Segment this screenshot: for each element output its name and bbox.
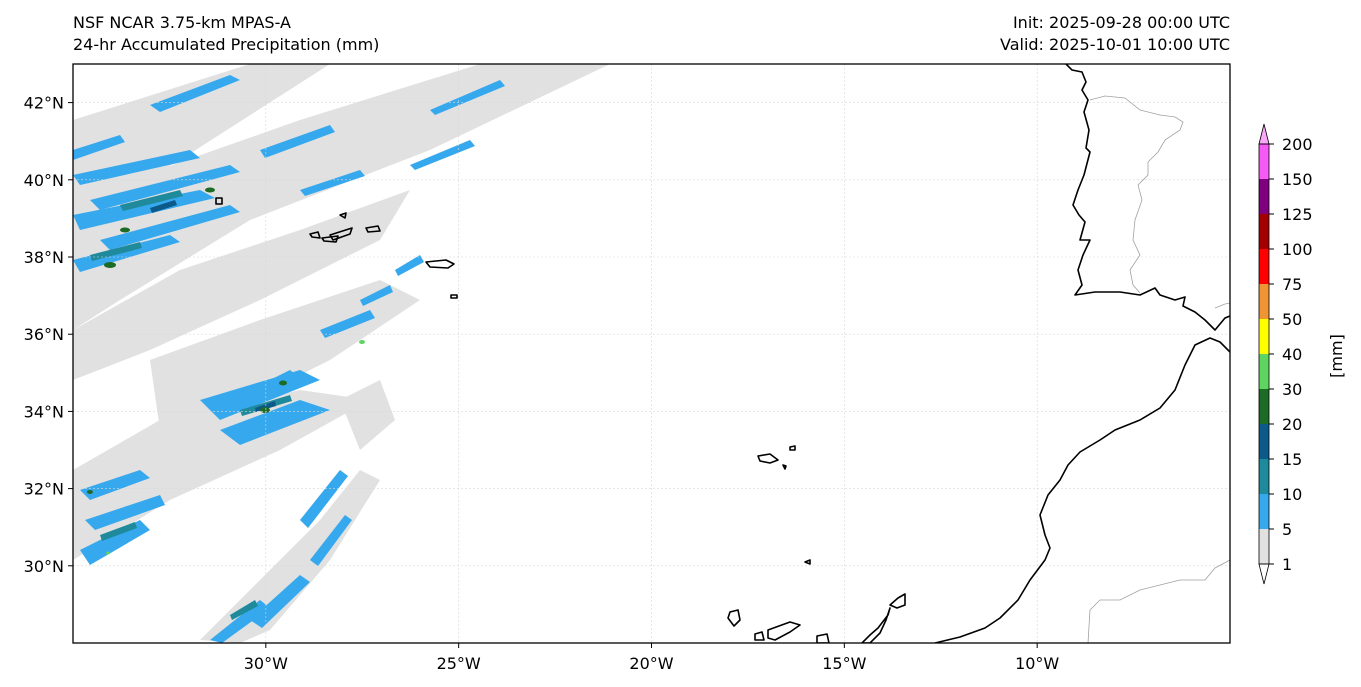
colorbar-swatch	[1259, 319, 1269, 354]
lat-tick-label: 36°N	[24, 325, 64, 344]
colorbar-level-label: 200	[1282, 135, 1313, 154]
colorbar-level-label: 5	[1282, 520, 1292, 539]
colorbar-level-label: 50	[1282, 310, 1302, 329]
lat-tick-label: 40°N	[24, 171, 64, 190]
precipitation-field	[73, 64, 610, 643]
lon-tick-label: 25°W	[437, 654, 481, 673]
colorbar-swatch	[1259, 529, 1269, 564]
colorbar-level-label: 100	[1282, 240, 1313, 259]
colorbar-level-label: 150	[1282, 170, 1313, 189]
longitude-axis: 30°W 25°W 20°W 15°W 10°W	[244, 643, 1059, 673]
colorbar-extend-max	[1258, 123, 1270, 145]
lon-tick-label: 10°W	[1015, 654, 1059, 673]
colorbar-level-label: 75	[1282, 275, 1302, 294]
colorbar-level-label: 10	[1282, 485, 1302, 504]
lat-tick-label: 42°N	[24, 94, 64, 113]
lat-tick-label: 38°N	[24, 248, 64, 267]
colorbar-swatch	[1259, 494, 1269, 529]
colorbar-swatch	[1259, 389, 1269, 424]
latitude-axis: 42°N 40°N 38°N 36°N 34°N 32°N 30°N	[24, 94, 73, 576]
lon-tick-label: 30°W	[244, 654, 288, 673]
lon-tick-label: 15°W	[822, 654, 866, 673]
colorbar-level-label: 30	[1282, 380, 1302, 399]
coastlines	[215, 64, 1230, 643]
field-title: 24-hr Accumulated Precipitation (mm)	[73, 35, 380, 54]
colorbar-level-label: 1	[1282, 555, 1292, 574]
colorbar-level-label: 20	[1282, 415, 1302, 434]
lat-tick-label: 32°N	[24, 480, 64, 499]
colorbar-swatch	[1259, 459, 1269, 494]
colorbar-level-label: 125	[1282, 205, 1313, 224]
lon-tick-label: 20°W	[629, 654, 673, 673]
colorbar-extend-min	[1258, 563, 1270, 585]
lat-tick-label: 34°N	[24, 402, 64, 421]
colorbar-swatch	[1259, 284, 1269, 319]
colorbar-swatch	[1259, 354, 1269, 389]
colorbar-swatch	[1259, 424, 1269, 459]
init-time: Init: 2025-09-28 00:00 UTC	[1012, 13, 1230, 32]
valid-time: Valid: 2025-10-01 10:00 UTC	[999, 35, 1230, 54]
country-borders	[1087, 95, 1230, 643]
colorbar-swatch	[1259, 179, 1269, 214]
colorbar-swatch	[1259, 249, 1269, 284]
colorbar-label: [mm]	[1327, 334, 1346, 378]
colorbar-swatch	[1259, 214, 1269, 249]
colorbar-swatch	[1259, 144, 1269, 179]
gridlines	[73, 64, 1230, 643]
lat-tick-label: 30°N	[24, 557, 64, 576]
colorbar-level-label: 40	[1282, 345, 1302, 364]
colorbar-level-label: 15	[1282, 450, 1302, 469]
model-title: NSF NCAR 3.75-km MPAS-A	[73, 13, 291, 32]
